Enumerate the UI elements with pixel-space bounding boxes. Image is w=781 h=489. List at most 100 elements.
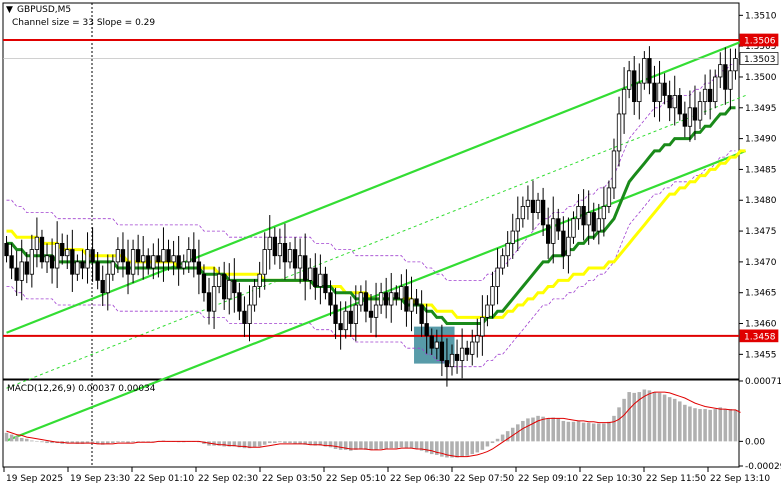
level-tag-1-bg: [739, 329, 779, 343]
macd-bar: [566, 421, 571, 442]
time-axis: 19 Sep 2025 19 Sep 23:30 22 Sep 01:10 22 Se…: [3, 467, 770, 484]
candle-body: [571, 218, 576, 238]
macd-bar: [485, 441, 490, 447]
macd-bar: [298, 441, 302, 444]
candle-body: [692, 107, 698, 121]
candle-body: [216, 273, 222, 287]
candle-body: [373, 304, 379, 318]
y-tick-label: 1.3490: [745, 135, 777, 145]
y-tick-label: 1.3510: [745, 11, 777, 21]
candle-body: [394, 292, 399, 300]
macd-bar: [90, 441, 95, 444]
x-tick-label: 19 Sep 23:30: [70, 474, 130, 484]
macd-bar: [14, 436, 19, 442]
macd-label: MACD(12,26,9) 0.00037 0.00034: [7, 384, 156, 394]
macd-tick-label: 0.00071: [745, 377, 781, 387]
macd-bar: [227, 441, 232, 447]
candle-body: [444, 360, 450, 368]
macd-bar: [688, 406, 692, 442]
candle-body: [561, 230, 566, 257]
candle-body: [297, 255, 303, 269]
macd-bar: [581, 422, 586, 442]
macd-bar: [409, 441, 414, 449]
level-tag-0-bg: [739, 33, 779, 47]
macd-bar: [232, 441, 237, 447]
candle-body: [667, 95, 672, 109]
candle-body: [389, 292, 394, 306]
candle-body: [576, 206, 581, 220]
macd-panel: 0.00071 0.00 -0.00029: [4, 377, 781, 472]
candle-body: [378, 292, 384, 306]
macd-bar: [455, 441, 459, 458]
candle-body: [39, 236, 45, 263]
macd-bar: [495, 438, 500, 442]
candle-body: [54, 242, 60, 269]
macd-bar: [429, 441, 434, 455]
macd-bar: [278, 441, 282, 443]
macd-bar: [510, 427, 515, 442]
macd-bar: [313, 441, 318, 446]
macd-bar: [359, 441, 363, 449]
candle-body: [449, 353, 455, 368]
candle-body: [581, 206, 586, 226]
macd-bar: [95, 441, 100, 444]
macd-bar: [25, 438, 29, 442]
candle-body: [65, 249, 70, 257]
candle-body: [490, 286, 495, 306]
macd-bar: [100, 441, 105, 445]
macd-bar: [597, 423, 601, 442]
macd-bar: [303, 441, 307, 445]
candle-body: [677, 95, 682, 115]
candle-body: [520, 206, 526, 220]
collapse-triangle-icon[interactable]: ▼: [6, 5, 13, 15]
candle-body: [282, 242, 288, 263]
macd-bar: [257, 441, 262, 447]
candle-body: [723, 64, 728, 90]
macd-tick-label: 0.00: [745, 437, 765, 447]
candle-body: [206, 292, 212, 312]
candle-body: [80, 261, 85, 269]
macd-bar: [617, 407, 621, 442]
candle-body: [60, 242, 65, 257]
macd-bar: [222, 441, 226, 447]
macd-bar: [612, 415, 616, 442]
macd-bar: [516, 424, 520, 442]
macd-bar: [45, 441, 49, 444]
macd-bar: [708, 409, 712, 442]
level-tag-0-text: 1.3506: [744, 36, 776, 46]
macd-bar: [267, 441, 272, 444]
candle-body: [551, 218, 556, 244]
candle-body: [540, 199, 546, 226]
macd-bar: [445, 441, 449, 458]
candle-body: [105, 273, 110, 294]
macd-bar: [460, 441, 464, 457]
macd-bar: [521, 420, 525, 442]
symbol-label: GBPUSD,M5: [17, 5, 71, 15]
candle-body: [510, 230, 515, 244]
candle-body: [186, 249, 191, 263]
candle-body: [9, 255, 14, 269]
candle-body: [115, 249, 121, 263]
macd-bar: [667, 397, 672, 442]
candle-body: [29, 249, 35, 275]
x-tick-label: 22 Sep 13:10: [710, 474, 770, 484]
candle-body: [556, 218, 561, 232]
macd-bar: [121, 441, 125, 443]
candle-body: [267, 236, 272, 250]
y-tick-label: 1.3455: [745, 350, 777, 360]
macd-bar: [338, 441, 343, 450]
y-tick-label: 1.3495: [745, 104, 777, 114]
macd-bar: [40, 441, 44, 443]
candle-body: [404, 286, 409, 312]
y-tick-label: 1.3480: [745, 196, 777, 206]
macd-bar: [652, 392, 657, 442]
macd-bar: [435, 441, 439, 455]
macd-bar: [328, 441, 333, 448]
x-tick-label: 22 Sep 05:10: [326, 474, 386, 484]
macd-bar: [490, 441, 495, 444]
level-tag-0: 1.3506: [739, 33, 779, 47]
candle-body: [338, 323, 343, 331]
macd-bar: [19, 437, 24, 442]
